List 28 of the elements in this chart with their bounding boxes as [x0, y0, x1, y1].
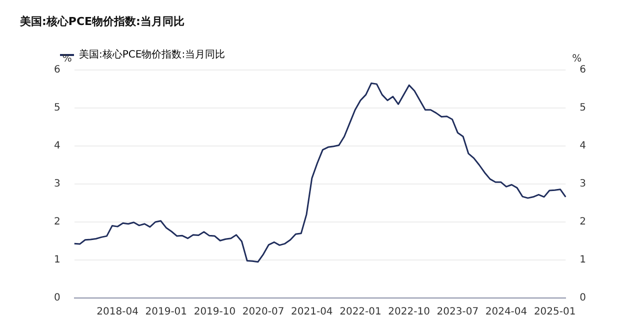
legend-label: 美国:核心PCE物价指数:当月同比	[79, 48, 226, 61]
x-tick-label: 2019-10	[194, 306, 236, 318]
y-tick-label: 1	[54, 254, 60, 266]
y2-tick-label: 2	[580, 216, 586, 228]
y2-tick-label: 1	[580, 254, 586, 266]
x-tick-label: 2020-07	[242, 306, 284, 318]
x-tick-label: 2025-01	[534, 306, 576, 318]
y2-tick-label: 4	[580, 140, 586, 152]
x-tick-label: 2022-01	[340, 306, 382, 318]
y2-axis-title: %	[572, 54, 582, 65]
y-tick-label: 0	[54, 292, 60, 304]
x-tick-label: 2019-01	[145, 306, 188, 318]
y-axis-title: %	[62, 54, 72, 65]
y2-tick-label: 6	[580, 64, 586, 76]
y-tick-label: 5	[54, 102, 60, 114]
chart-title: 美国:核心PCE物价指数:当月同比	[20, 14, 184, 29]
y-tick-label: 6	[54, 64, 60, 76]
y2-tick-label: 0	[580, 292, 586, 304]
x-tick-label: 2018-04	[96, 306, 138, 318]
y-tick-label: 3	[54, 178, 60, 190]
x-tick-label: 2022-10	[388, 306, 430, 318]
y2-tick-label: 3	[580, 178, 586, 190]
y2-tick-label: 5	[580, 102, 586, 114]
y-tick-label: 4	[54, 140, 60, 152]
y-tick-label: 2	[54, 216, 60, 228]
x-tick-label: 2021-04	[291, 306, 333, 318]
x-tick-label: 2024-04	[485, 306, 528, 318]
x-tick-label: 2023-07	[436, 306, 479, 318]
